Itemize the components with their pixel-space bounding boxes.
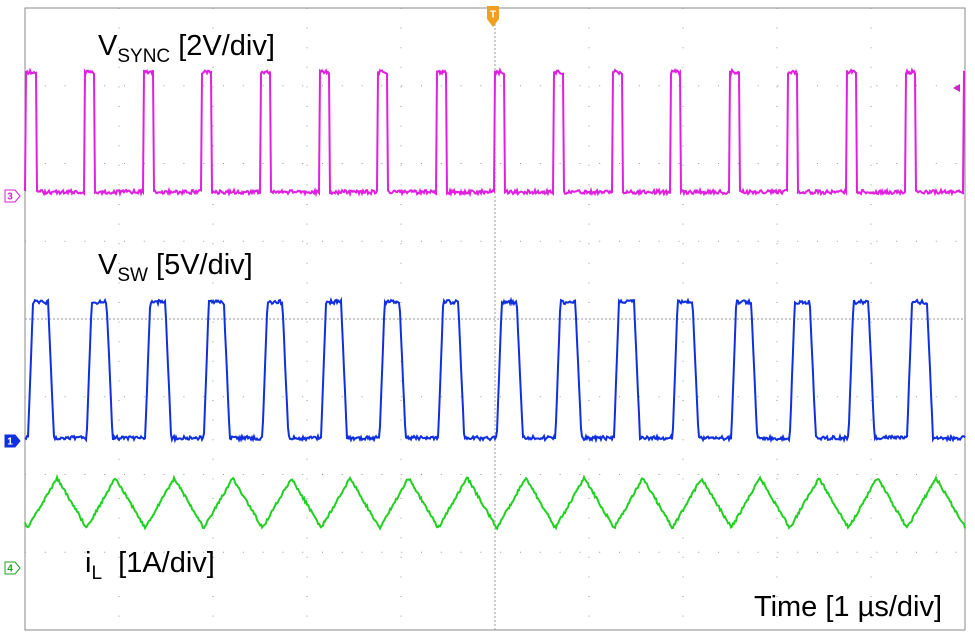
label-sub: SW xyxy=(117,265,148,286)
ch3-marker xyxy=(4,189,21,203)
time-label: Time [1 µs/div] xyxy=(754,591,942,623)
trigger-label: T xyxy=(490,10,496,21)
waveforms xyxy=(24,67,966,531)
label-rest: [5V/div] xyxy=(148,249,253,281)
label-rest: [2V/div] xyxy=(170,30,275,62)
trigger-level-marker xyxy=(953,84,960,92)
vsw-label: VSW [5V/div] xyxy=(98,249,253,286)
label-main: i xyxy=(85,547,91,579)
label-sub: SYNC xyxy=(117,46,170,67)
label-sub: L xyxy=(91,563,102,584)
ch1-label: 1 xyxy=(7,437,13,448)
grid xyxy=(25,8,965,630)
label-main: V xyxy=(98,249,118,281)
ch3-label: 3 xyxy=(7,192,13,203)
label-rest: [1A/div] xyxy=(102,547,215,579)
vsync-trace xyxy=(24,67,966,198)
trigger-marker xyxy=(487,6,499,27)
ch4-marker xyxy=(4,561,21,575)
ch1-marker xyxy=(4,434,21,448)
label-main: V xyxy=(98,30,118,62)
vsw-trace xyxy=(24,296,966,444)
il-label: iL [1A/div] xyxy=(85,547,215,584)
ch4-label: 4 xyxy=(7,564,13,575)
vsync-label: VSYNC [2V/div] xyxy=(98,30,275,67)
il-trace xyxy=(24,473,966,531)
